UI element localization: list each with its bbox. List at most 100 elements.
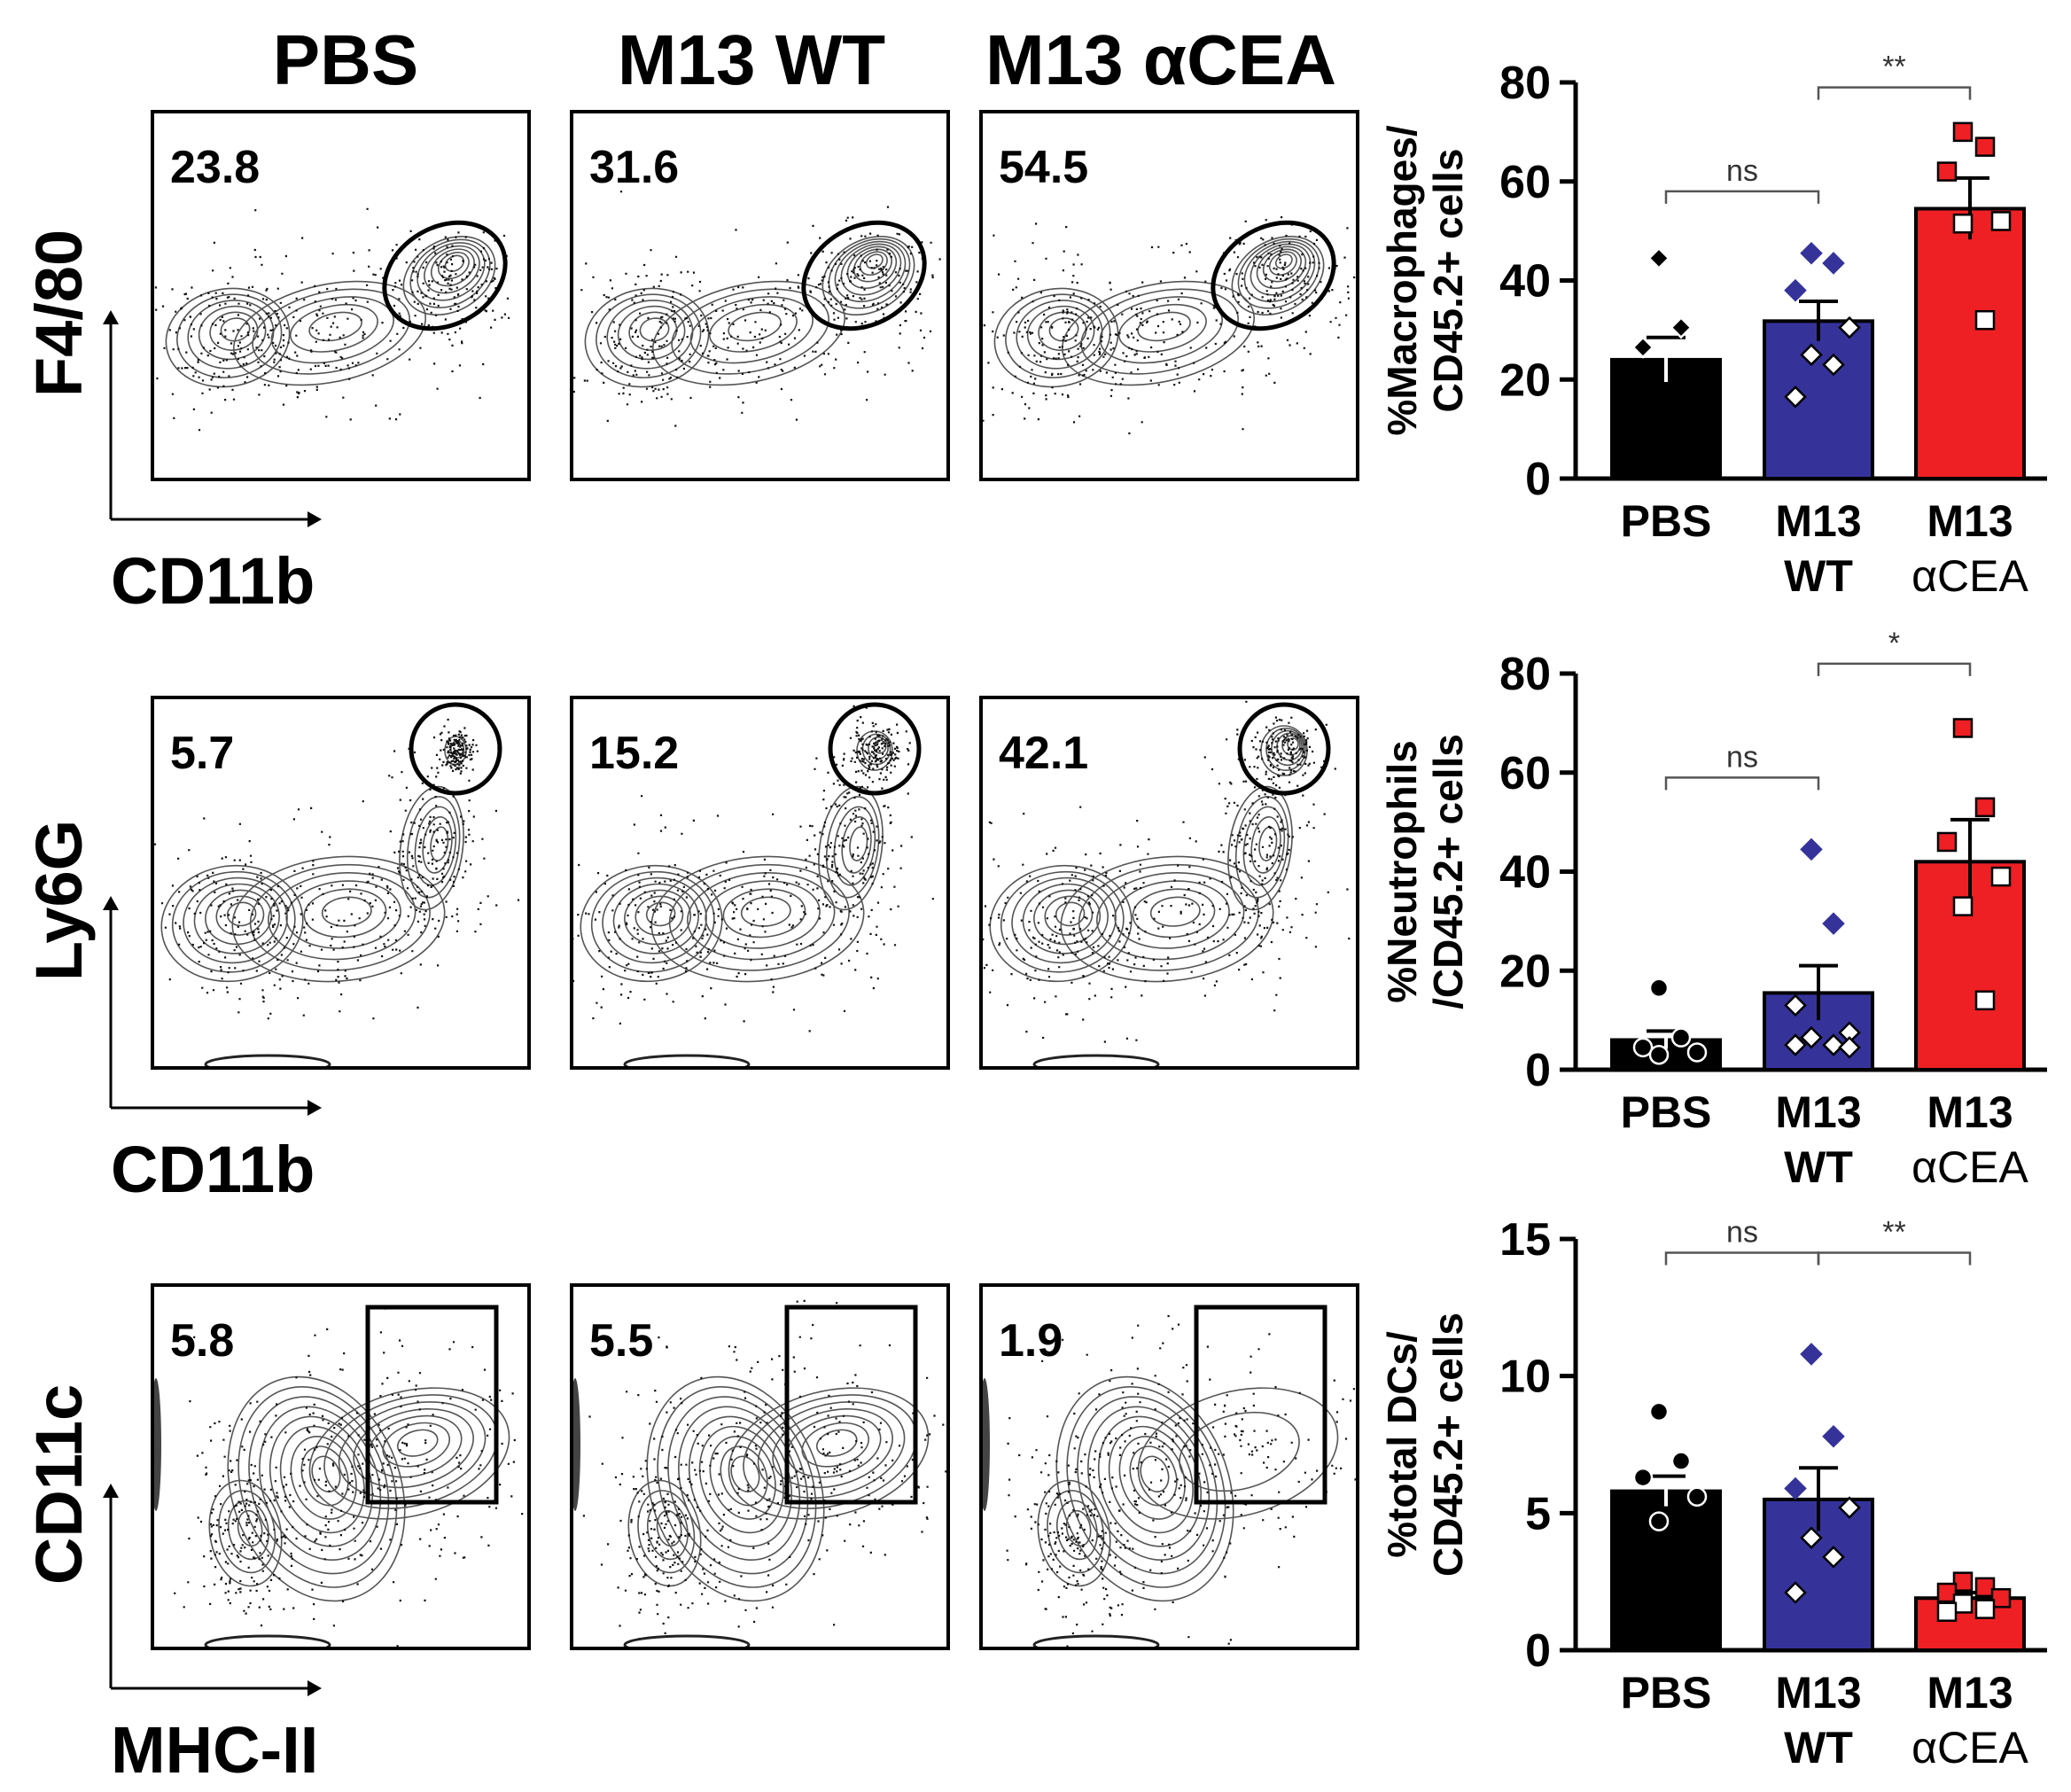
y-axis-label-line: /CD45.2+ cells [1425,734,1471,1009]
flow-contours [153,718,520,1068]
gate-rectangle [784,1305,918,1505]
y-marker-label-2: Ly6G [22,820,96,981]
y-tick-label: 15 [1499,1214,1551,1266]
flow-axes-3: CD11c MHC-II [22,1384,322,1787]
significance-bracket: ns [1664,740,1820,791]
significance-bracket: ns [1664,154,1820,204]
flow-panel-r3-c2: 5.5 [570,1283,950,1650]
x-category-label: M13 [1775,496,1861,546]
data-point [1670,1027,1692,1048]
flow-panel-frame [570,110,950,481]
gate-percentage: 23.8 [170,142,260,193]
gate-percentage: 54.5 [999,142,1088,193]
data-point [1800,343,1823,367]
data-point [1686,1486,1708,1508]
y-tick-label: 0 [1525,454,1551,505]
data-point [1952,1571,1974,1592]
data-point [1800,1025,1823,1049]
y-tick-label: 5 [1525,1488,1551,1539]
data-point [1838,1496,1861,1519]
data-point [1990,866,2012,887]
x-category-label: M13 [1775,1087,1861,1137]
x-marker-label-3: MHC-II [111,1713,318,1787]
flow-contours [981,1314,1358,1648]
flow-panel-r2-c1: 5.7 [151,696,531,1070]
bar-charts: %Macrophages/CD45.2+ cells 0 20 40 60 80 PBS M1… [1379,51,2047,1773]
data-point [1648,978,1670,999]
data-point [1647,246,1670,270]
data-point [1648,1511,1670,1531]
gate-ellipse [801,220,927,331]
y-axis-label-line: CD45.2+ cells [1425,1313,1471,1577]
data-point [1648,1044,1670,1065]
data-point [1800,1526,1823,1549]
data-point [1990,211,2012,231]
data-point [1784,1033,1807,1056]
data-point [1822,353,1845,377]
y-axis-label: %Neutrophils/CD45.2+ cells [1379,734,1471,1009]
column-header-m13-wt: M13 WT [618,20,885,99]
x-category-label: PBS [1621,1087,1712,1137]
data-point [1936,1601,1958,1622]
data-point [1784,386,1807,409]
x-category-label: M13 [1927,1668,2013,1718]
flow-contours [572,191,948,427]
flow-cytometry-panels: F4/80 CD11b 23.8 31.6 54.5 Ly6G CD11b 5.7 15.2 42… [22,110,1359,1787]
data-point [1784,1581,1807,1604]
significance-bracket: * [1817,627,1972,676]
data-point [1838,316,1861,339]
flow-contours [981,700,1351,1068]
flow-panel-frame [151,1283,531,1650]
flow-panel-frame [979,110,1359,481]
data-point [1952,896,1974,916]
bar [1914,206,2026,480]
flow-axes-1: F4/80 CD11b [22,230,322,618]
data-point [1936,1582,1958,1603]
bar-chart-1: %Macrophages/CD45.2+ cells 0 20 40 60 80 PBS M1… [1379,51,2047,601]
significance-label: * [1888,627,1900,660]
data-point [1974,136,1996,157]
significance-bracket: ** [1817,51,1972,100]
data-point [1952,718,1974,738]
column-headers: PBS M13 WT M13 αCEA [273,20,1336,99]
flow-axes-2: Ly6G CD11b [22,820,322,1206]
y-marker-label-3: CD11c [22,1384,96,1585]
bar-chart-2: %Neutrophils/CD45.2+ cells 0 20 40 60 80 PBS M1… [1379,627,2047,1192]
y-axis-label-line: CD45.2+ cells [1425,149,1471,413]
data-point [1974,797,1996,818]
x-category-label: M13 [1775,1668,1861,1718]
flow-row-2: Ly6G CD11b 5.7 15.2 42.1 [22,696,1359,1206]
gate-percentage: 5.8 [170,1315,234,1367]
data-point [1686,1042,1708,1063]
y-axis: 0 20 40 60 80 [1499,649,1578,1096]
flow-panel-r2-c3: 42.1 [979,696,1359,1070]
y-tick-label: 0 [1525,1625,1551,1677]
data-point [1631,336,1654,359]
data-point [1822,252,1845,275]
y-tick-label: 40 [1499,847,1551,899]
gate-percentage: 15.2 [589,728,679,779]
gate-percentage: 1.9 [999,1315,1063,1367]
y-tick-label: 80 [1499,649,1551,700]
bar [1763,319,1874,480]
data-point [1784,278,1807,302]
data-point [1974,990,1996,1011]
data-point [1670,1451,1692,1471]
data-point [1800,242,1823,265]
data-point [1936,161,1958,182]
data-point [1822,1424,1845,1448]
data-point [1838,1036,1861,1059]
flow-row-1: F4/80 CD11b 23.8 31.6 54.5 [22,110,1359,618]
flow-panel-r1-c3: 54.5 [979,110,1359,481]
data-point [1974,1599,1996,1619]
gate-circle [409,702,502,796]
flow-panel-frame [570,1283,950,1650]
flow-panel-r2-c2: 15.2 [570,696,950,1070]
